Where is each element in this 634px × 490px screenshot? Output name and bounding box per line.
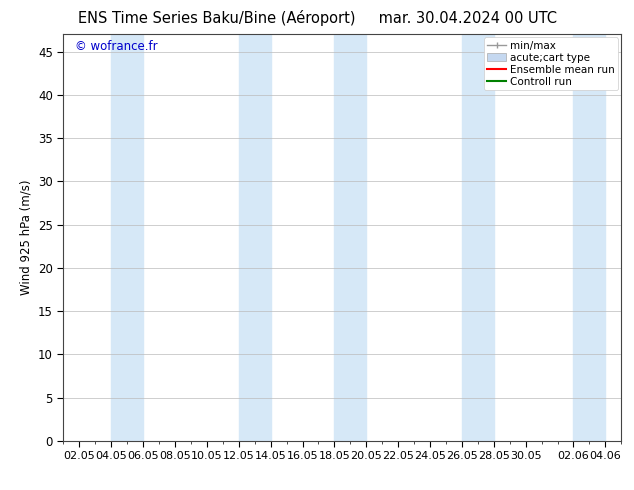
Bar (239, 34, 271, 441)
Text: ENS Time Series Baku/Bine (Aéroport)     mar. 30.04.2024 00 UTC: ENS Time Series Baku/Bine (Aéroport) mar… (77, 10, 557, 26)
Bar (111, 34, 143, 441)
Bar (462, 34, 494, 441)
Y-axis label: Wind 925 hPa (m/s): Wind 925 hPa (m/s) (20, 180, 32, 295)
Text: © wofrance.fr: © wofrance.fr (75, 40, 157, 53)
Legend: min/max, acute;cart type, Ensemble mean run, Controll run: min/max, acute;cart type, Ensemble mean … (484, 37, 618, 90)
Bar (334, 34, 366, 441)
Bar (574, 34, 605, 441)
